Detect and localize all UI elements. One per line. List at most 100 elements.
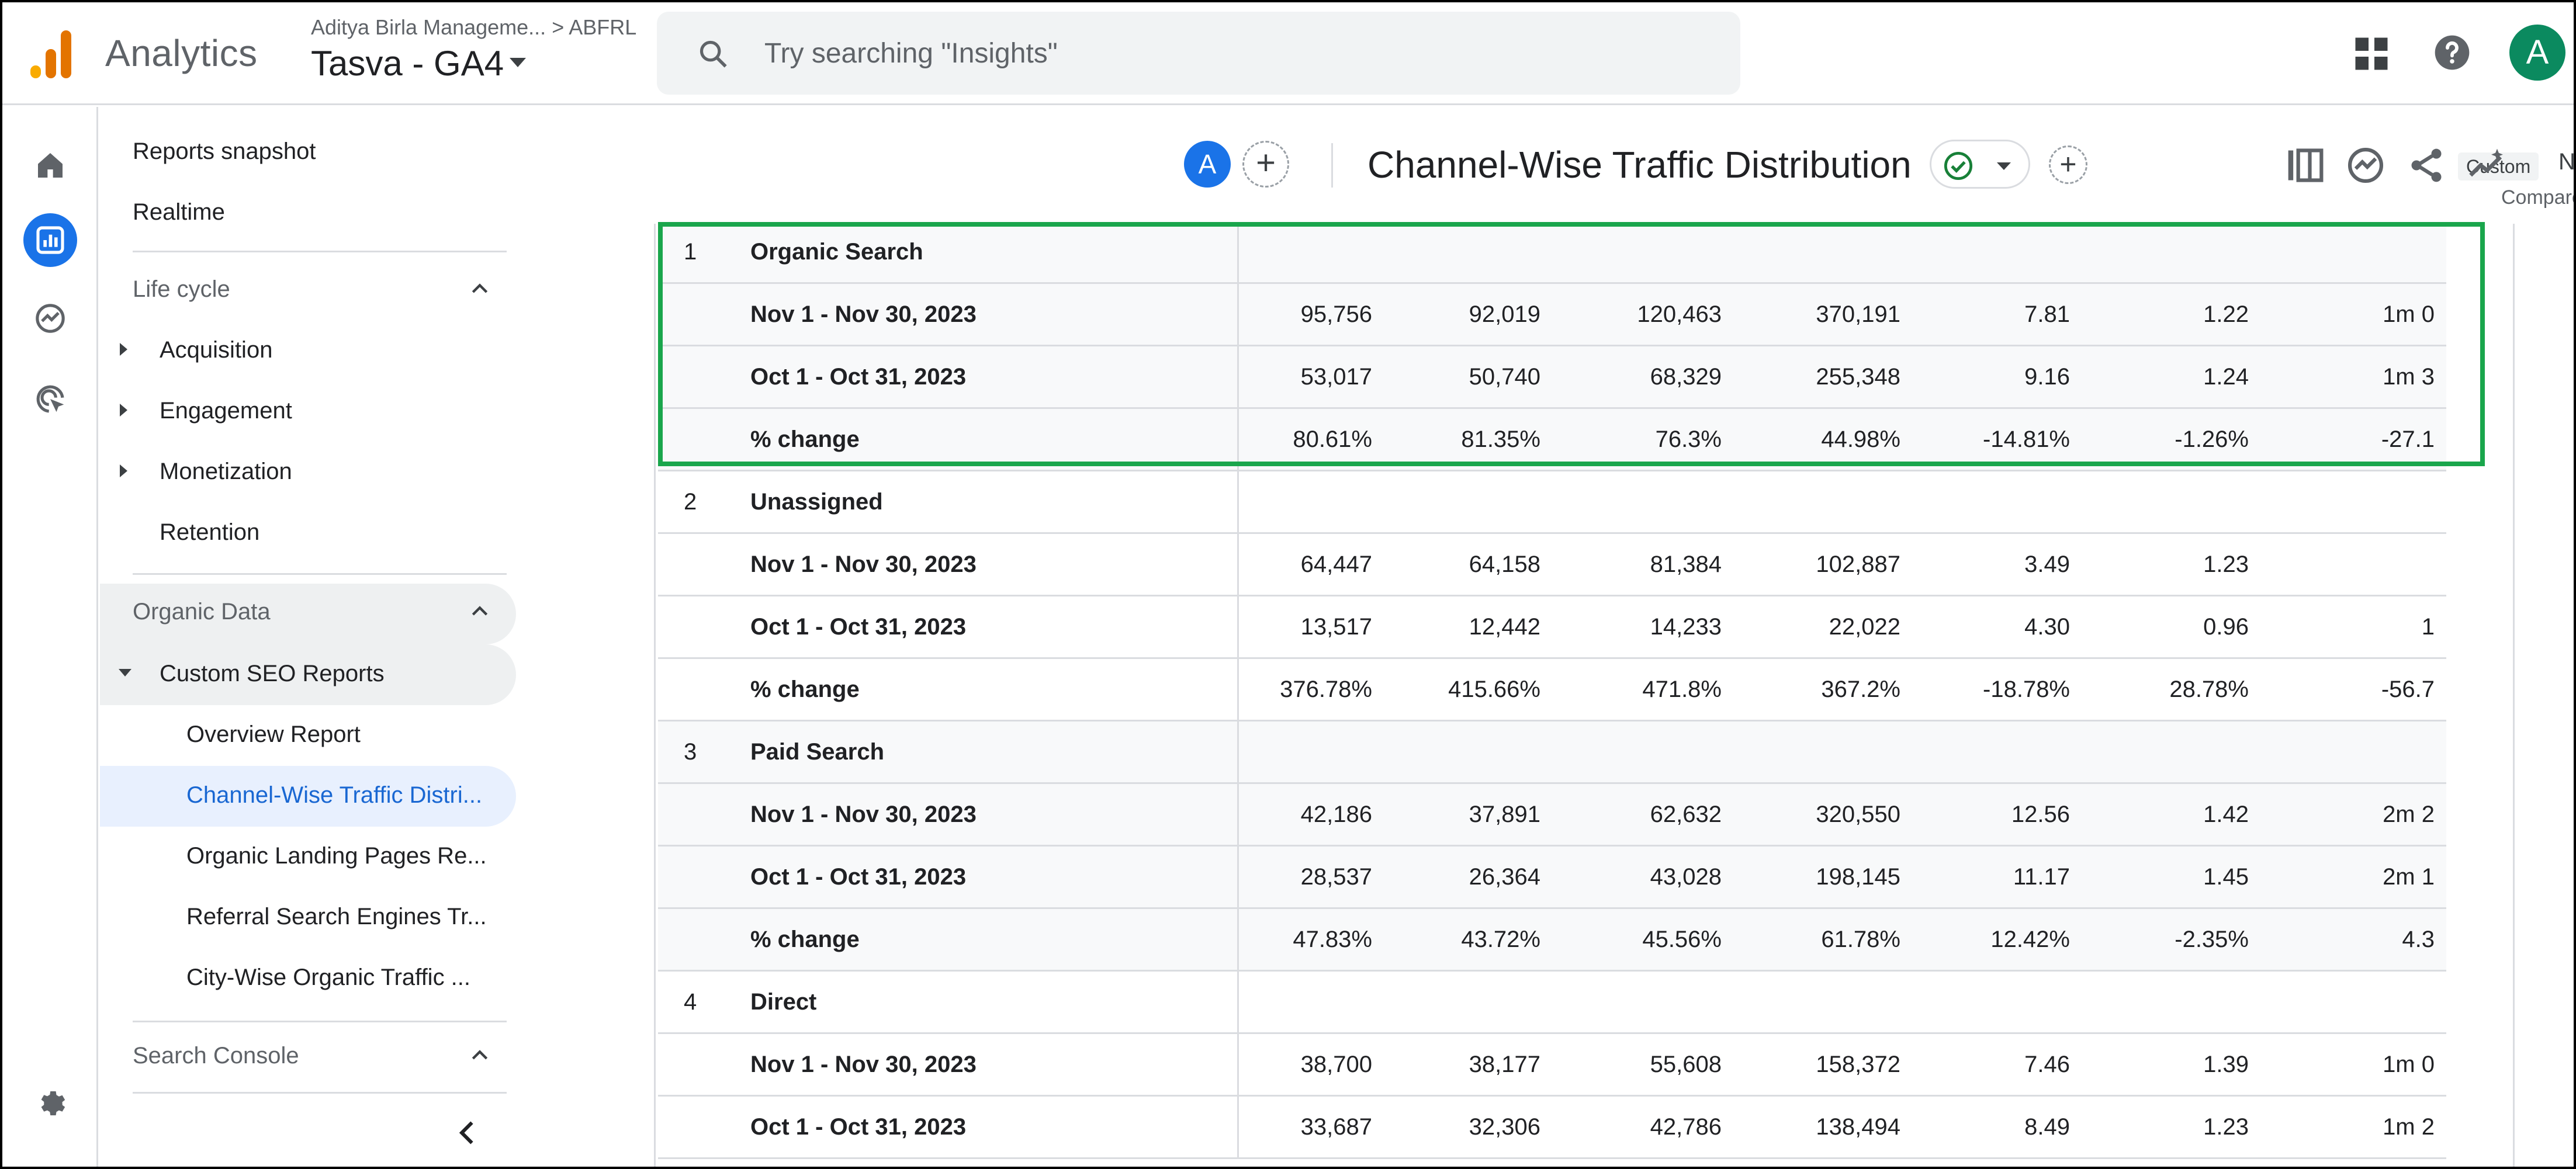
table-cell: 4.30 <box>2024 614 2070 640</box>
nav-reports-snapshot[interactable]: Reports snapshot <box>133 138 316 164</box>
account-breadcrumb[interactable]: Aditya Birla Manageme... > ABFRL <box>311 15 637 39</box>
nav-section-search-console[interactable]: Search Console <box>133 1043 299 1069</box>
insights-icon[interactable] <box>2346 145 2385 185</box>
caret-right-icon <box>120 404 127 417</box>
table-row[interactable]: 3 Paid Search <box>658 721 2446 784</box>
report-status-dropdown[interactable] <box>1930 140 2030 189</box>
column-divider <box>1237 659 1239 721</box>
table-cell: 1.23 <box>2203 551 2249 577</box>
table-cell: 376.78% <box>1280 677 1372 702</box>
table-row[interactable]: Oct 1 - Oct 31, 2023 13,517 12,442 14,233 22… <box>658 596 2446 659</box>
table-cell: 12.56 <box>2011 802 2070 827</box>
trend-sparkle-icon[interactable] <box>2467 145 2507 185</box>
nav-realtime[interactable]: Realtime <box>133 199 225 225</box>
collapse-nav-chevron-left-icon[interactable] <box>453 1118 483 1148</box>
table-row[interactable]: % change 80.61% 81.35% 76.3% 44.98% -14.81% -1… <box>658 409 2446 471</box>
nav-city-wise-organic[interactable]: City-Wise Organic Traffic ... <box>186 965 471 990</box>
column-divider <box>1237 909 1239 972</box>
nav-section-organic-data[interactable]: Organic Data <box>133 599 271 625</box>
table-cell: 81,384 <box>1650 551 1722 577</box>
table-row[interactable]: Oct 1 - Oct 31, 2023 28,537 26,364 43,028 19… <box>658 847 2446 909</box>
rail-explore[interactable] <box>23 292 77 345</box>
table-cell: 7.46 <box>2024 1052 2070 1077</box>
date-range-text[interactable]: Nov 1 - Nov 30, 2023 <box>2558 149 2575 175</box>
column-divider <box>1237 972 1239 1034</box>
reports-bar-chart-icon <box>36 226 64 254</box>
toolbar-divider <box>1331 143 1333 188</box>
share-icon[interactable] <box>2407 145 2446 185</box>
row-label: Nov 1 - Nov 30, 2023 <box>750 551 977 577</box>
column-divider <box>1237 534 1239 596</box>
column-divider <box>1237 409 1239 471</box>
nav-overview-report[interactable]: Overview Report <box>186 721 361 747</box>
table-cell: 1.39 <box>2203 1052 2249 1077</box>
table-cell: 14,233 <box>1650 614 1722 640</box>
add-comparison-button[interactable]: + <box>1242 141 1289 188</box>
chevron-up-icon[interactable] <box>468 277 491 301</box>
analytics-logo-icon[interactable] <box>28 28 75 81</box>
table-cell: 138,494 <box>1816 1114 1900 1140</box>
rail-home[interactable] <box>23 138 77 192</box>
add-filter-button[interactable]: + <box>2049 145 2087 184</box>
table-row[interactable]: Nov 1 - Nov 30, 2023 38,700 38,177 55,608 15… <box>658 1034 2446 1097</box>
nav-organic-landing-pages[interactable]: Organic Landing Pages Re... <box>186 843 487 869</box>
table-cell: 2m 2 <box>2383 802 2435 827</box>
comparison-avatar[interactable]: A <box>1184 141 1231 188</box>
caret-down-icon <box>510 58 527 68</box>
table-cell: 370,191 <box>1816 301 1900 327</box>
nav-custom-seo-reports[interactable]: Custom SEO Reports <box>160 661 385 686</box>
table-row[interactable]: Oct 1 - Oct 31, 2023 33,687 32,306 42,786 13… <box>658 1097 2446 1159</box>
search-bar[interactable] <box>657 12 1740 95</box>
table-row[interactable]: % change 376.78% 415.66% 471.8% 367.2% -18.78… <box>658 659 2446 721</box>
column-divider <box>1237 721 1239 784</box>
table-row[interactable]: Nov 1 - Nov 30, 2023 95,756 92,019 120,463 3… <box>658 284 2446 346</box>
table-row[interactable]: Nov 1 - Nov 30, 2023 42,186 37,891 62,632 32… <box>658 784 2446 847</box>
apps-grid-icon[interactable] <box>2354 36 2389 71</box>
table-cell: 38,177 <box>1469 1052 1540 1077</box>
chevron-up-icon[interactable] <box>468 600 491 623</box>
table-row[interactable]: 4 Direct <box>658 972 2446 1034</box>
table-cell: 1m 2 <box>2383 1114 2435 1140</box>
table-row[interactable]: % change 47.83% 43.72% 45.56% 61.78% 12.42% -2… <box>658 909 2446 972</box>
table-cell: 1m 0 <box>2383 301 2435 327</box>
account-avatar[interactable]: A <box>2509 25 2565 81</box>
table-cell: 37,891 <box>1469 802 1540 827</box>
table-cell: 471.8% <box>1642 677 1722 702</box>
table-cell: 4.3 <box>2402 927 2435 952</box>
row-index: 2 <box>684 489 697 515</box>
chevron-up-icon[interactable] <box>468 1044 491 1067</box>
search-input[interactable] <box>764 28 1699 78</box>
rail-advertising[interactable] <box>23 372 77 426</box>
column-divider <box>1237 1097 1239 1159</box>
left-nav: Reports snapshot Realtime Life cycle Acq… <box>100 107 603 1167</box>
nav-monetization[interactable]: Monetization <box>160 459 292 484</box>
table-cell: 42,786 <box>1650 1114 1722 1140</box>
nav-referral-search-engines[interactable]: Referral Search Engines Tr... <box>186 904 487 929</box>
help-icon[interactable] <box>2433 34 2471 71</box>
customize-report-icon[interactable] <box>2285 145 2325 185</box>
nav-custom-seo-bg <box>100 644 516 705</box>
row-label: Direct <box>750 989 817 1015</box>
table-cell: 68,329 <box>1650 364 1722 390</box>
table-cell: 44.98% <box>1821 426 1900 452</box>
row-label: Paid Search <box>750 739 885 765</box>
table-row[interactable]: Oct 1 - Oct 31, 2023 53,017 50,740 68,329 25… <box>658 346 2446 409</box>
table-cell: 45.56% <box>1642 927 1722 952</box>
table-row[interactable]: 2 Unassigned <box>658 471 2446 534</box>
table-scroll-area[interactable]: 1 Organic Search Nov 1 - Nov 30, 2023 95,75… <box>658 224 2446 1167</box>
nav-channel-wise-traffic[interactable]: Channel-Wise Traffic Distri... <box>186 782 483 808</box>
rail-reports[interactable] <box>23 213 77 267</box>
table-cell: 81.35% <box>1461 426 1540 452</box>
table-cell: 43.72% <box>1461 927 1540 952</box>
nav-section-lifecycle[interactable]: Life cycle <box>133 276 230 302</box>
rail-admin[interactable] <box>23 1077 77 1130</box>
table-row[interactable]: 1 Organic Search <box>658 224 2446 284</box>
table-cell: 1 <box>2421 614 2435 640</box>
table-row[interactable]: Nov 1 - Nov 30, 2023 64,447 64,158 81,384 10… <box>658 534 2446 596</box>
nav-acquisition[interactable]: Acquisition <box>160 337 273 363</box>
row-label: Nov 1 - Nov 30, 2023 <box>750 1052 977 1077</box>
nav-retention[interactable]: Retention <box>160 519 260 545</box>
property-selector[interactable]: Tasva - GA4 <box>311 43 527 84</box>
nav-engagement[interactable]: Engagement <box>160 398 292 424</box>
nav-divider <box>133 1021 507 1022</box>
